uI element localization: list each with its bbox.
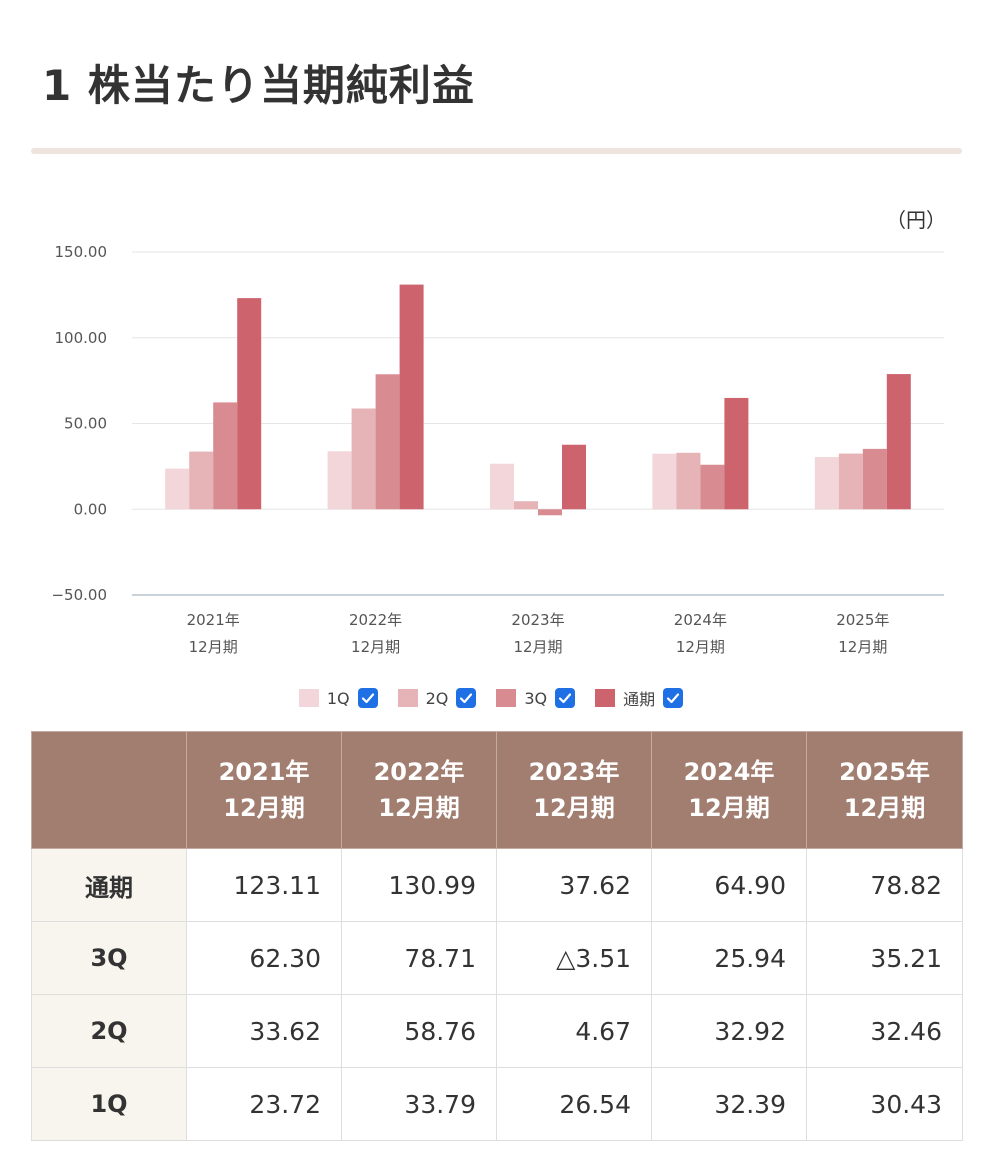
column-header-2021: 2021年 12月期 [186,731,342,849]
table-cell: 64.90 [651,848,807,922]
row-label: 通期 [31,848,187,922]
table-row: 1Q 23.72 33.79 26.54 32.39 30.43 [31,1067,963,1141]
table-corner [31,731,187,849]
column-header-2025: 2025年 12月期 [806,731,963,849]
y-tick-label: −50.00 [51,586,107,604]
y-tick-label: 100.00 [55,329,108,347]
table-cell: 4.67 [496,994,652,1068]
bar [700,464,725,510]
y-tick-label: 150.00 [55,243,108,261]
bar [886,374,911,510]
bar [375,374,400,510]
legend-checkbox-3q[interactable] [555,688,576,708]
table-cell: 130.99 [341,848,497,922]
bar [538,509,562,516]
legend-swatch-full-year [595,689,616,707]
legend-label-2q: 2Q [425,688,449,708]
x-tick-label: 2023年 [511,611,564,629]
legend-swatch-2q [397,689,418,707]
x-tick-label: 12月期 [676,638,725,656]
table-cell: 58.76 [341,994,497,1068]
x-tick-label: 2022年 [349,611,402,629]
table-cell: 37.62 [496,848,652,922]
x-tick-label: 2025年 [836,611,889,629]
table-row: 2Q 33.62 58.76 4.67 32.92 32.46 [31,994,963,1068]
legend-label-3q: 3Q [524,688,548,708]
table-header-row: 2021年 12月期 2022年 12月期 2023年 12月期 2024年 12月期 … [31,731,963,849]
table-cell: 123.11 [186,848,342,922]
column-header-2023: 2023年 12月期 [496,731,652,849]
column-header-2022: 2022年 12月期 [341,731,497,849]
table-cell: 30.43 [806,1067,963,1141]
table-cell: 62.30 [186,921,342,995]
table-cell: 33.79 [341,1067,497,1141]
page-title: 1 株当たり当期純利益 [42,61,475,110]
bar [327,451,352,510]
row-label: 2Q [31,994,187,1068]
legend-label-1q: 1Q [326,688,350,708]
title-divider [31,148,962,154]
eps-data-table: 2021年 12月期 2022年 12月期 2023年 12月期 2024年 12月期 … [31,731,963,1141]
bar [838,453,863,510]
legend-item-1q[interactable]: 1Q [298,688,378,708]
bar [490,463,514,510]
legend-item-3q[interactable]: 3Q [496,688,576,708]
bar [562,444,586,510]
bar [724,397,749,510]
bar [814,457,839,510]
legend-label-full-year: 通期 [623,690,656,709]
legend-checkbox-2q[interactable] [456,688,477,708]
x-tick-label: 12月期 [838,638,887,656]
table-cell: 35.21 [806,921,963,995]
legend-swatch-3q [496,689,517,707]
table-cell: 78.71 [341,921,497,995]
legend-item-full-year[interactable]: 通期 [595,686,684,710]
column-header-2024: 2024年 12月期 [651,731,807,849]
unit-label: （円） [886,208,946,232]
x-tick-label: 12月期 [351,638,400,656]
bar [862,448,887,510]
table-cell: 33.62 [186,994,342,1068]
y-tick-label: 0.00 [74,500,107,518]
table-cell: 23.72 [186,1067,342,1141]
bar [351,408,376,510]
bar [652,453,677,510]
table-cell: △3.51 [496,921,652,995]
table-row: 3Q 62.30 78.71 △3.51 25.94 35.21 [31,921,963,995]
x-tick-label: 12月期 [513,638,562,656]
bar [189,451,214,510]
legend-checkbox-full-year[interactable] [663,688,684,708]
table-row: 通期 123.11 130.99 37.62 64.90 78.82 [31,848,963,922]
bar [676,452,701,510]
bar [165,468,190,510]
chart-legend: 1Q 2Q 3Q 通期 [0,686,982,710]
table-cell: 25.94 [651,921,807,995]
bar [399,284,424,510]
bar [514,501,538,510]
eps-bar-chart: 150.00 100.00 50.00 0.00 −50.00 2021年 12月期 2022… [51,243,944,656]
y-tick-label: 50.00 [64,415,107,433]
row-label: 3Q [31,921,187,995]
table-cell: 26.54 [496,1067,652,1141]
table-cell: 32.46 [806,994,963,1068]
x-tick-label: 12月期 [189,638,238,656]
x-tick-label: 2021年 [187,611,240,629]
row-label: 1Q [31,1067,187,1141]
table-cell: 78.82 [806,848,963,922]
x-tick-label: 2024年 [674,611,727,629]
bar [213,402,238,510]
table-cell: 32.39 [651,1067,807,1141]
legend-item-2q[interactable]: 2Q [397,688,477,708]
table-cell: 32.92 [651,994,807,1068]
legend-checkbox-1q[interactable] [357,688,378,708]
bar [237,298,262,510]
legend-swatch-1q [298,689,319,707]
